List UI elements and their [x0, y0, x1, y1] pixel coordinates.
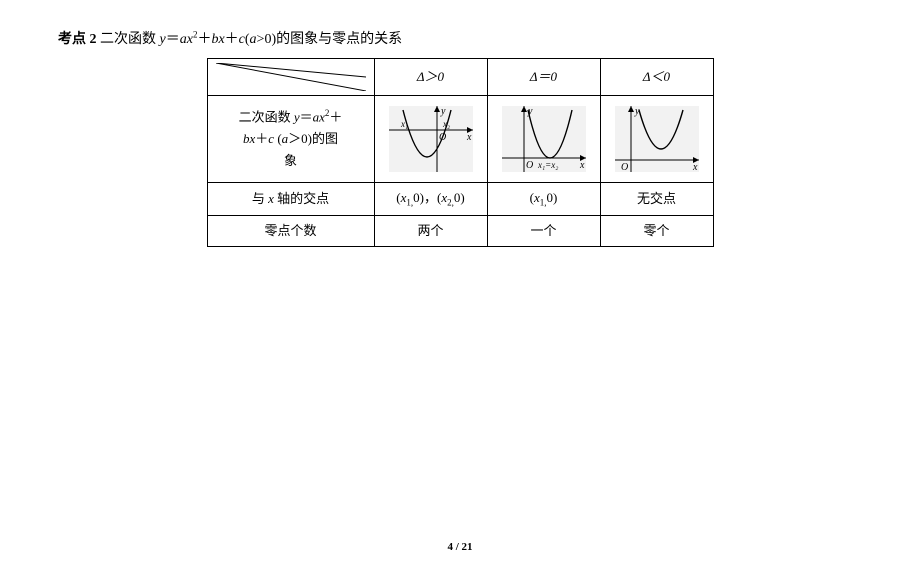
rl-l3: 象 — [284, 153, 297, 168]
count-label: 零点个数 — [207, 215, 374, 246]
heading-var-a2: a — [250, 32, 257, 47]
rl-plus: ＋ — [329, 109, 342, 124]
graph-delta-lt: y x O — [600, 96, 713, 183]
header-delta-gt: Δ＞0 — [374, 59, 487, 96]
header-delta-eq: Δ＝0 — [487, 59, 600, 96]
table-header-row: Δ＞0 Δ＝0 Δ＜0 — [207, 59, 713, 96]
relation-table: Δ＞0 Δ＝0 Δ＜0 二次函数 y＝ax2＋ bx＋c (a＞0)的图 象 y — [207, 58, 714, 247]
header-delta-lt: Δ＜0 — [600, 59, 713, 96]
heading-gt0: >0) — [257, 32, 277, 47]
ic2-x1s: 1, — [540, 198, 547, 208]
graph-row-label: 二次函数 y＝ax2＋ bx＋c (a＞0)的图 象 — [207, 96, 374, 183]
count-col2: 一个 — [487, 215, 600, 246]
graph-delta-gt: y x O x₁ x₂ — [374, 96, 487, 183]
svg-text:x: x — [579, 160, 585, 171]
parabola-one-root-icon: y x O x₁=x₂ — [496, 100, 592, 178]
rl-eq: ＝ — [300, 109, 313, 124]
heading-plus1: ＋ — [197, 32, 211, 47]
parabola-no-root-icon: y x O — [609, 100, 705, 178]
graph-delta-eq: y x O x₁=x₂ — [487, 96, 600, 183]
rl-plus2: ＋ — [255, 131, 268, 146]
header-diagonal-cell — [207, 59, 374, 96]
diagonal-icon — [216, 63, 366, 91]
rl-pre: 二次函数 — [239, 109, 294, 124]
svg-text:O: O — [526, 160, 533, 171]
intersect-label: 与 x 与 x 轴的交点轴的交点 — [207, 183, 374, 216]
svg-text:y: y — [634, 106, 640, 117]
table-count-row: 零点个数 两个 一个 零个 — [207, 215, 713, 246]
svg-text:x₂: x₂ — [442, 119, 450, 129]
rl-sp: ( — [274, 131, 282, 146]
svg-text:y: y — [440, 106, 446, 117]
svg-text:O: O — [439, 132, 446, 143]
intersect-col3: 无交点 — [600, 183, 713, 216]
parabola-two-roots-icon: y x O x₁ x₂ — [383, 100, 479, 178]
intersect-col1: (x1,0)，(x2,0) — [374, 183, 487, 216]
svg-text:y: y — [527, 106, 533, 117]
svg-text:x: x — [466, 132, 472, 143]
heading-label: 考点 2 — [58, 32, 100, 47]
page-content: 考点 2 二次函数 y＝ax2＋bx＋c(a>0)的图象与零点的关系 Δ＞0 Δ… — [0, 0, 920, 247]
count-col1: 两个 — [374, 215, 487, 246]
heading-var-a: a — [180, 32, 187, 47]
heading-text-pre: 二次函数 — [100, 32, 160, 47]
ic1-x2s: 2, — [447, 198, 454, 208]
svg-text:x₁: x₁ — [400, 119, 408, 129]
count-col3: 零个 — [600, 215, 713, 246]
heading-plus2: ＋ — [225, 32, 239, 47]
page-footer: 4 / 21 — [0, 541, 920, 553]
heading-eq: ＝ — [166, 32, 180, 47]
ic1-end: 0) — [454, 190, 465, 205]
intersect-col2: (x1,0) — [487, 183, 600, 216]
svg-text:x: x — [692, 162, 698, 173]
page-number: 4 / 21 — [447, 541, 472, 553]
ic1-mid: 0)，( — [413, 190, 441, 205]
svg-text:O: O — [621, 162, 628, 173]
section-heading: 考点 2 二次函数 y＝ax2＋bx＋c(a>0)的图象与零点的关系 — [58, 28, 862, 48]
svg-text:x₁=x₂: x₁=x₂ — [537, 160, 558, 170]
table-graph-row: 二次函数 y＝ax2＋ bx＋c (a＞0)的图 象 y x O x₁ x₂ — [207, 96, 713, 183]
ic2-end: 0) — [547, 190, 558, 205]
heading-text-post: 的图象与零点的关系 — [276, 32, 402, 47]
table-intersect-row: 与 x 与 x 轴的交点轴的交点 (x1,0)，(x2,0) (x1,0) 无交… — [207, 183, 713, 216]
rl-gt: ＞0)的图 — [288, 131, 338, 146]
